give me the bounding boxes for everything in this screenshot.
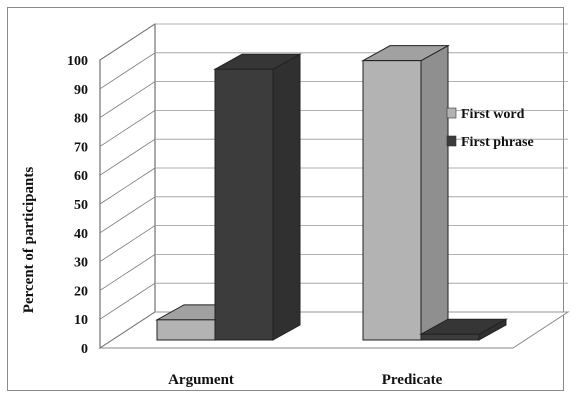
gridline-side	[99, 23, 156, 61]
bar-front-face	[362, 60, 422, 341]
y-tick-label: 80	[74, 112, 88, 127]
gridline-side	[99, 254, 156, 291]
bar-side-face	[272, 53, 301, 341]
y-tick-label: 90	[74, 83, 88, 98]
x-axis-labels: Argument Predicate	[168, 372, 443, 388]
chart-walls	[98, 23, 570, 349]
bar-front-face	[156, 319, 216, 341]
bar-predicate-first-word	[361, 44, 450, 341]
y-tick-label: 100	[67, 54, 88, 69]
y-tick-label: 50	[74, 198, 88, 213]
bar-predicate-first-phrase	[419, 318, 508, 341]
gridline-side	[99, 81, 156, 118]
y-tick-label: 20	[74, 284, 88, 299]
y-tick-label: 10	[74, 313, 88, 328]
legend-label: First phrase	[461, 135, 534, 150]
y-axis-ticks: 0 10 20 30 40 50 60 70 80 90 100	[67, 54, 88, 357]
gridline-side	[99, 196, 156, 234]
legend-swatch	[446, 107, 457, 119]
bar-side-face	[420, 44, 449, 341]
gridline-side	[99, 225, 156, 262]
gridline-side	[99, 311, 156, 349]
y-tick-label: 0	[81, 342, 88, 357]
gridline-side	[99, 167, 156, 205]
y-tick-label: 30	[74, 256, 88, 271]
gridlines	[99, 23, 568, 349]
y-axis-label: Percent of participants	[21, 167, 37, 314]
gridline-side	[99, 138, 156, 176]
bars	[155, 44, 508, 341]
x-tick-label: Predicate	[382, 372, 443, 388]
legend-swatch	[446, 135, 457, 147]
legend-label: First word	[461, 107, 525, 122]
y-tick-label: 40	[74, 227, 88, 242]
chart-frame	[7, 7, 564, 391]
bar-argument-first-phrase	[213, 53, 302, 341]
legend: First word First phrase	[446, 107, 534, 150]
bar-front-face	[420, 333, 480, 341]
gridline-side	[99, 52, 156, 90]
gridline-side	[99, 110, 156, 147]
gridline-side	[99, 282, 156, 320]
y-tick-label: 70	[74, 140, 88, 155]
x-tick-label: Argument	[168, 372, 234, 388]
bar-front-face	[214, 68, 274, 341]
y-tick-label: 60	[74, 169, 88, 184]
